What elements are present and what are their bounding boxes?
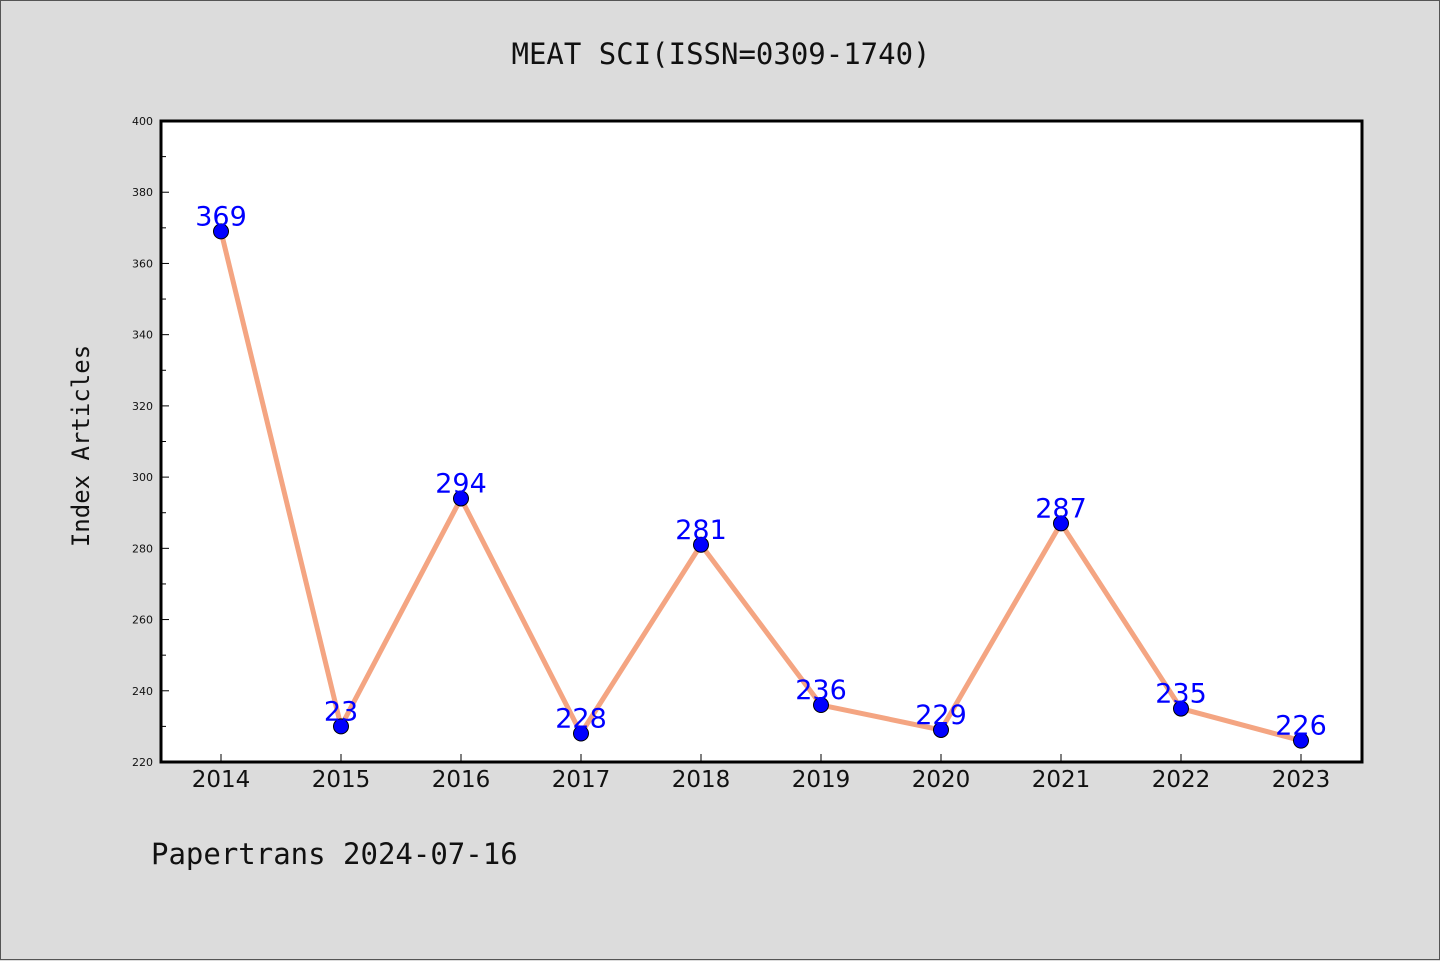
data-point bbox=[1293, 732, 1309, 749]
data-markers bbox=[213, 223, 1309, 749]
data-point bbox=[933, 721, 949, 738]
y-tick-label: 360 bbox=[132, 257, 153, 270]
x-tick-label: 2016 bbox=[432, 767, 491, 793]
data-label: 235 bbox=[1155, 679, 1207, 710]
y-tick-label: 340 bbox=[132, 329, 153, 342]
footer-text: Papertrans 2024-07-16 bbox=[151, 837, 518, 871]
data-label: 281 bbox=[675, 515, 727, 546]
data-label: 369 bbox=[195, 201, 247, 232]
data-labels: 369 23 294 228 281 236 229 287 235 226 bbox=[195, 201, 1327, 741]
data-point bbox=[693, 536, 709, 553]
y-tick-label: 260 bbox=[132, 614, 153, 627]
y-tick-label: 300 bbox=[132, 471, 153, 484]
y-tick-label: 320 bbox=[132, 400, 153, 413]
y-tick-label: 220 bbox=[132, 756, 153, 769]
y-tick-label: 400 bbox=[132, 115, 153, 128]
x-tick-label: 2015 bbox=[312, 767, 371, 793]
data-point bbox=[213, 223, 229, 240]
data-point bbox=[333, 718, 349, 735]
data-label: 226 bbox=[1275, 711, 1327, 742]
x-tick-label: 2022 bbox=[1152, 767, 1211, 793]
data-label: 287 bbox=[1035, 493, 1087, 524]
y-tick-label: 280 bbox=[132, 542, 153, 555]
x-tick-label: 2019 bbox=[792, 767, 851, 793]
y-axis: 220 240 260 280 300 320 340 360 380 400 bbox=[132, 115, 169, 769]
data-point bbox=[573, 725, 589, 742]
chart-title: MEAT SCI(ISSN=0309-1740) bbox=[511, 37, 931, 71]
data-point bbox=[813, 697, 829, 714]
x-axis: 2014 2015 2016 2017 2018 2019 2020 2021 2022 2023 bbox=[192, 754, 1331, 793]
plot-area bbox=[159, 119, 1364, 764]
data-label: 23 bbox=[324, 696, 358, 727]
x-tick-label: 2020 bbox=[912, 767, 971, 793]
data-point bbox=[453, 490, 469, 507]
x-tick-label: 2018 bbox=[672, 767, 731, 793]
data-label: 236 bbox=[795, 675, 847, 706]
y-tick-label: 380 bbox=[132, 186, 153, 199]
data-label: 228 bbox=[555, 704, 607, 735]
series-line-group bbox=[218, 230, 1302, 744]
data-label: 229 bbox=[915, 700, 967, 731]
data-label: 294 bbox=[435, 468, 487, 499]
x-tick-label: 2023 bbox=[1272, 767, 1331, 793]
data-point bbox=[1173, 700, 1189, 717]
x-tick-label: 2014 bbox=[192, 767, 251, 793]
x-tick-label: 2021 bbox=[1032, 767, 1091, 793]
x-tick-label: 2017 bbox=[552, 767, 611, 793]
series-line bbox=[218, 230, 1302, 744]
y-tick-label: 240 bbox=[132, 685, 153, 698]
data-point bbox=[1053, 515, 1069, 532]
